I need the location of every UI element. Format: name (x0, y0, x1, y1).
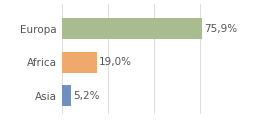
Text: 75,9%: 75,9% (204, 24, 237, 34)
Text: 5,2%: 5,2% (73, 91, 100, 101)
Bar (62, 85, 71, 106)
Text: 19,0%: 19,0% (99, 57, 132, 67)
Bar (62, 52, 97, 72)
Bar (62, 18, 202, 39)
